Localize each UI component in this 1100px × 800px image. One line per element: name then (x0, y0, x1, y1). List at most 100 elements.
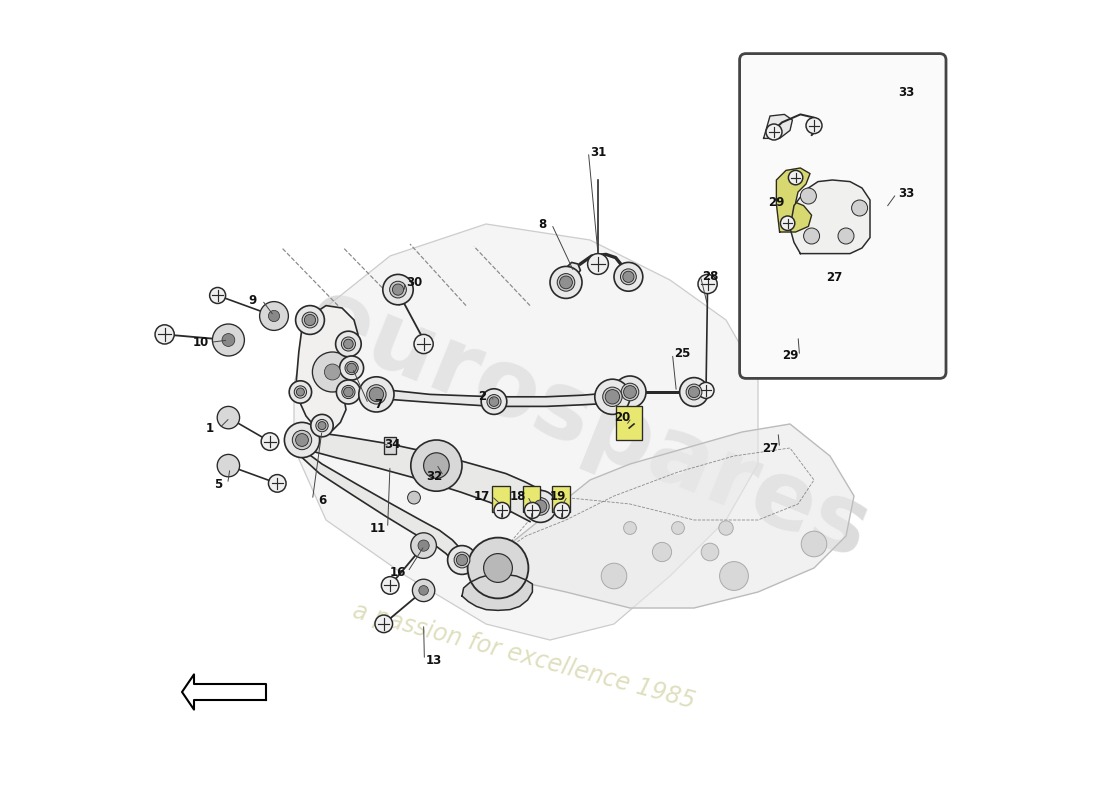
Circle shape (484, 554, 513, 582)
Circle shape (296, 388, 305, 396)
Text: 6: 6 (318, 494, 326, 506)
Circle shape (719, 562, 748, 590)
Circle shape (448, 546, 476, 574)
Circle shape (851, 200, 868, 216)
Text: 32: 32 (426, 470, 442, 482)
Circle shape (672, 522, 684, 534)
Bar (522, 486, 540, 512)
Text: 7: 7 (374, 398, 382, 410)
Circle shape (614, 376, 646, 408)
Circle shape (382, 577, 399, 594)
Circle shape (289, 381, 311, 403)
Circle shape (410, 533, 437, 558)
Circle shape (212, 324, 244, 356)
Text: 31: 31 (590, 146, 606, 158)
Circle shape (490, 397, 498, 406)
Circle shape (698, 274, 717, 294)
Circle shape (366, 385, 386, 404)
Circle shape (468, 538, 528, 598)
Circle shape (525, 502, 540, 518)
Circle shape (624, 386, 637, 398)
Text: 33: 33 (898, 86, 914, 98)
Text: 10: 10 (192, 336, 209, 349)
Text: 27: 27 (826, 271, 843, 284)
Polygon shape (563, 262, 581, 280)
Circle shape (296, 306, 324, 334)
Text: 5: 5 (213, 478, 222, 490)
Text: 8: 8 (538, 218, 546, 230)
Circle shape (550, 266, 582, 298)
Circle shape (346, 363, 356, 373)
Circle shape (531, 498, 549, 515)
Text: eurospares: eurospares (294, 270, 882, 578)
Circle shape (261, 433, 278, 450)
Circle shape (620, 269, 636, 285)
Circle shape (595, 379, 630, 414)
Text: 13: 13 (426, 654, 442, 666)
Circle shape (302, 312, 318, 328)
Circle shape (340, 356, 364, 380)
Circle shape (624, 522, 637, 534)
Text: 25: 25 (674, 347, 690, 360)
Circle shape (210, 287, 225, 303)
Text: 20: 20 (614, 411, 630, 424)
Text: 1: 1 (206, 422, 214, 434)
Circle shape (481, 389, 507, 414)
Circle shape (222, 334, 234, 346)
Circle shape (311, 414, 333, 437)
Text: 9: 9 (249, 294, 256, 306)
Circle shape (408, 491, 420, 504)
Circle shape (389, 282, 406, 298)
Circle shape (285, 422, 320, 458)
Text: 16: 16 (389, 566, 406, 578)
Bar (493, 486, 510, 512)
Circle shape (337, 380, 361, 404)
Circle shape (412, 579, 434, 602)
Circle shape (294, 386, 307, 398)
Circle shape (605, 390, 619, 404)
Circle shape (260, 302, 288, 330)
Circle shape (801, 188, 816, 204)
Circle shape (359, 377, 394, 412)
Polygon shape (470, 424, 854, 608)
Text: 27: 27 (762, 442, 778, 454)
Polygon shape (777, 168, 812, 232)
Text: 2: 2 (477, 390, 486, 402)
Circle shape (324, 364, 340, 380)
Circle shape (268, 474, 286, 492)
Circle shape (587, 254, 608, 274)
Circle shape (316, 419, 328, 432)
Circle shape (454, 552, 470, 568)
Text: 29: 29 (782, 350, 799, 362)
Circle shape (680, 378, 708, 406)
Circle shape (318, 422, 326, 430)
Circle shape (393, 284, 404, 295)
Polygon shape (296, 306, 358, 430)
FancyBboxPatch shape (739, 54, 946, 378)
Circle shape (718, 521, 734, 535)
Circle shape (456, 554, 468, 566)
Polygon shape (300, 430, 540, 522)
Circle shape (342, 386, 355, 398)
Circle shape (554, 502, 570, 518)
Circle shape (804, 228, 820, 244)
Circle shape (621, 383, 639, 401)
Circle shape (410, 440, 462, 491)
Circle shape (336, 331, 361, 357)
Text: 30: 30 (406, 276, 422, 289)
Circle shape (525, 490, 557, 522)
Circle shape (418, 540, 429, 551)
Circle shape (698, 382, 714, 398)
Circle shape (424, 453, 449, 478)
Circle shape (689, 386, 700, 398)
Text: 11: 11 (370, 522, 386, 534)
Circle shape (603, 387, 623, 406)
Circle shape (780, 216, 795, 230)
Circle shape (343, 387, 353, 397)
Circle shape (534, 500, 547, 513)
Circle shape (217, 454, 240, 477)
Circle shape (494, 502, 510, 518)
Text: 19: 19 (550, 490, 566, 502)
Circle shape (375, 615, 393, 633)
Circle shape (341, 337, 355, 351)
